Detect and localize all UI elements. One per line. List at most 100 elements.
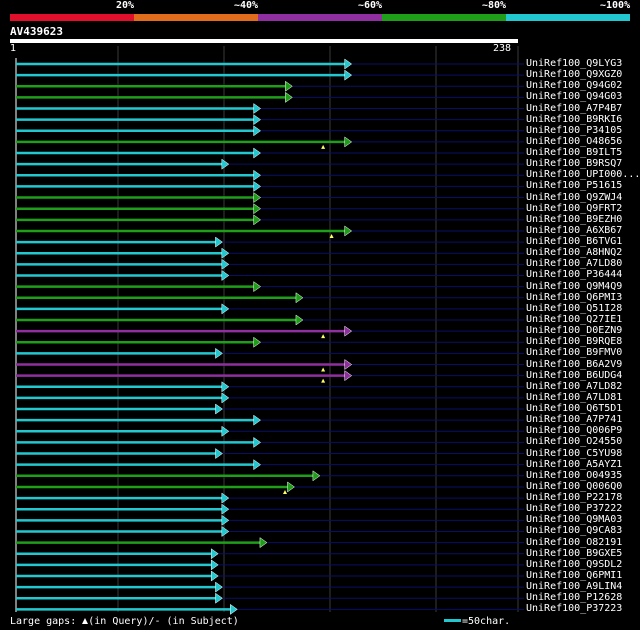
legend-label: ~60% (358, 0, 383, 11)
hit-label[interactable]: UniRef100_A7LD82 (526, 380, 623, 392)
hit-arrow-icon (344, 136, 353, 148)
hit-arrow-icon (221, 258, 230, 270)
hit-arrow-icon (253, 459, 262, 471)
hit-label[interactable]: UniRef100_B9GXE5 (526, 547, 623, 559)
hit-label[interactable]: UniRef100_A6XB67 (526, 224, 623, 236)
hit-label[interactable]: UniRef100_A8HNQ2 (526, 247, 623, 259)
hit-label[interactable]: UniRef100_P36444 (526, 269, 623, 281)
hit-arrow-icon (253, 114, 262, 126)
hit-label[interactable]: UniRef100_Q006Q0 (526, 480, 623, 492)
hit-label[interactable]: UniRef100_Q9FRT2 (526, 202, 623, 214)
hit-arrow-icon (344, 325, 353, 337)
legend-segment (258, 14, 382, 21)
hit-label[interactable]: UniRef100_B6UDG4 (526, 369, 623, 381)
hit-arrow-icon (344, 58, 353, 70)
query-gap-marker-icon (321, 367, 326, 372)
hit-arrow-icon (253, 214, 262, 226)
hit-arrow-icon (221, 269, 230, 281)
hit-label[interactable]: UniRef100_B9RQE8 (526, 336, 623, 348)
hit-label[interactable]: UniRef100_Q6T5D1 (526, 403, 623, 415)
hit-label[interactable]: UniRef100_B6TVG1 (526, 236, 623, 248)
hit-label[interactable]: UniRef100_Q9SDL2 (526, 558, 623, 570)
hit-label[interactable]: UniRef100_Q94G03 (526, 91, 623, 103)
hit-arrow-icon (253, 336, 262, 348)
hit-arrow-icon (221, 503, 230, 515)
hit-arrow-icon (285, 91, 293, 103)
hit-label[interactable]: UniRef100_Q9ZWJ4 (526, 191, 623, 203)
hit-arrow-icon (221, 381, 230, 393)
hit-label[interactable]: UniRef100_Q6PMI1 (526, 569, 623, 581)
hit-arrow-icon (253, 169, 262, 181)
hit-label[interactable]: UniRef100_Q006P9 (526, 425, 623, 437)
hit-label[interactable]: UniRef100_Q9LYG3 (526, 58, 623, 69)
hit-label[interactable]: UniRef100_P51615 (526, 180, 623, 192)
hit-arrow-icon (253, 281, 262, 293)
hit-label[interactable]: UniRef100_D0EZN9 (526, 325, 623, 337)
hit-arrow-icon (253, 414, 262, 426)
hit-arrow-icon (312, 470, 321, 482)
hit-label[interactable]: UniRef100_A7P741 (526, 414, 623, 426)
hit-label[interactable]: UniRef100_Q27IE1 (526, 313, 623, 325)
hit-label[interactable]: UniRef100_Q9CA83 (526, 525, 623, 537)
hit-label[interactable]: UniRef100_B9FMV0 (526, 347, 623, 359)
hit-label[interactable]: UniRef100_O04935 (526, 469, 623, 481)
gap-legend-prefix: Large gaps: (10, 616, 77, 627)
hit-label[interactable]: UniRef100_B9RKI6 (526, 113, 623, 125)
query-gap-marker-icon (321, 378, 326, 383)
hit-arrow-icon (295, 314, 304, 326)
hit-arrow-icon (221, 392, 230, 404)
hit-arrow-icon (344, 370, 353, 382)
query-name: AV439623 (10, 25, 63, 38)
hit-label[interactable]: UniRef100_Q6PMI3 (526, 291, 623, 303)
hit-label[interactable]: UniRef100_P37223 (526, 603, 623, 615)
hit-arrow-icon (215, 448, 223, 460)
hit-label[interactable]: UniRef100_A7LD80 (526, 258, 623, 270)
hit-label[interactable]: UniRef100_P12628 (526, 592, 623, 604)
legend-label: ~100% (600, 0, 631, 11)
hit-label[interactable]: UniRef100_B6A2V9 (526, 358, 623, 370)
hit-arrow-icon (221, 247, 230, 259)
gap-legend-subject: - (in Subject) (154, 616, 239, 627)
hit-label[interactable]: UniRef100_Q94G02 (526, 80, 623, 92)
hit-arrow-icon (215, 347, 223, 359)
hit-arrow-icon (259, 537, 268, 549)
hit-label[interactable]: UniRef100_A9LIN4 (526, 581, 623, 593)
hit-label[interactable]: UniRef100_Q9MA03 (526, 514, 623, 526)
hit-label[interactable]: UniRef100_P34105 (526, 124, 623, 136)
hit-arrow-icon (285, 80, 293, 92)
hit-label[interactable]: UniRef100_UPI000... (526, 169, 640, 181)
hit-label[interactable]: UniRef100_C5YU98 (526, 447, 623, 459)
hit-arrow-icon (253, 436, 262, 448)
hit-arrow-icon (221, 514, 230, 526)
legend-segment (134, 14, 258, 21)
legend-segment (10, 14, 134, 21)
legend-label: ~40% (234, 0, 259, 11)
hit-arrow-icon (215, 581, 223, 593)
hit-label[interactable]: UniRef100_B9EZH0 (526, 213, 623, 225)
query-bar (10, 39, 518, 43)
hit-label[interactable]: UniRef100_O24550 (526, 436, 623, 448)
hit-label[interactable]: UniRef100_O82191 (526, 536, 623, 548)
scale-legend-text: =50char. (462, 616, 511, 627)
hit-arrow-icon (221, 525, 230, 537)
identity-legend-bar (10, 14, 630, 21)
hit-arrow-icon (221, 492, 230, 504)
hit-label[interactable]: UniRef100_A7LD81 (526, 391, 623, 403)
hit-label[interactable]: UniRef100_B9ILT5 (526, 147, 623, 159)
hit-label[interactable]: UniRef100_Q51I28 (526, 302, 623, 314)
hit-label[interactable]: UniRef100_A7P4B7 (526, 102, 623, 114)
query-gap-triangle-icon (82, 618, 89, 624)
hit-arrow-icon (253, 103, 262, 115)
hit-label[interactable]: UniRef100_B9RSQ7 (526, 158, 623, 170)
hit-label[interactable]: UniRef100_P37222 (526, 503, 623, 515)
hit-arrow-icon (221, 303, 230, 315)
hit-arrow-icon (344, 359, 353, 370)
hit-label[interactable]: UniRef100_Q9M4Q9 (526, 280, 623, 292)
query-scale-end: 238 (493, 43, 512, 54)
hit-label[interactable]: UniRef100_O48656 (526, 135, 623, 147)
hit-label[interactable]: UniRef100_A5AYZ1 (526, 458, 623, 470)
hit-label[interactable]: UniRef100_Q9XGZ0 (526, 69, 623, 81)
hit-arrow-icon (221, 425, 230, 437)
hit-label[interactable]: UniRef100_P22178 (526, 492, 623, 504)
